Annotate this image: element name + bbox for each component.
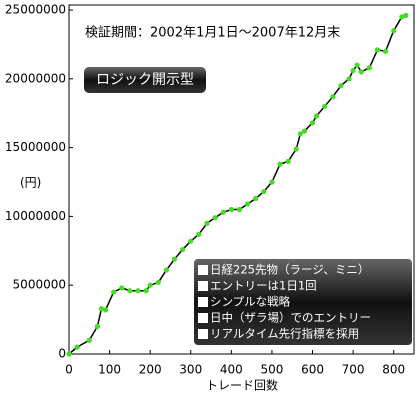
marker bbox=[143, 288, 149, 294]
marker bbox=[163, 267, 170, 273]
marker bbox=[74, 344, 80, 350]
bullet bbox=[198, 281, 208, 291]
marker bbox=[346, 76, 352, 82]
marker bbox=[330, 94, 336, 100]
x-tick-label: 700 bbox=[342, 363, 365, 377]
marker bbox=[269, 179, 275, 185]
marker bbox=[94, 323, 101, 330]
annotation: 日中（ザラ場）でのエントリー bbox=[210, 311, 371, 325]
y-tick-label: 5000000 bbox=[13, 278, 66, 292]
y-axis-label: (円) bbox=[20, 176, 41, 190]
marker bbox=[354, 62, 360, 68]
marker bbox=[309, 120, 316, 126]
marker bbox=[358, 69, 364, 75]
marker bbox=[399, 14, 405, 20]
x-tick-label: 100 bbox=[98, 363, 121, 377]
marker bbox=[155, 279, 161, 286]
marker bbox=[382, 48, 389, 54]
bullet bbox=[198, 265, 208, 275]
bullet bbox=[198, 313, 208, 323]
annotation: エントリーは1日1回 bbox=[210, 279, 317, 293]
marker bbox=[111, 289, 117, 295]
annotation-box: 日経225先物（ラージ、ミニ） エントリーは1日1回シンプルな戦略日中（ザラ場）で… bbox=[194, 259, 412, 345]
marker bbox=[403, 12, 409, 19]
badge-box bbox=[84, 67, 206, 93]
marker bbox=[293, 146, 299, 152]
marker bbox=[391, 28, 397, 34]
marker bbox=[127, 288, 133, 294]
x-tick-label: 400 bbox=[220, 363, 243, 377]
marker bbox=[212, 215, 218, 221]
y-tick-label: 20000000 bbox=[5, 71, 66, 85]
marker bbox=[188, 238, 194, 244]
marker bbox=[277, 161, 283, 167]
marker bbox=[236, 206, 243, 213]
bullet bbox=[198, 329, 208, 339]
x-axis-label: トレード回数 bbox=[206, 378, 278, 393]
marker bbox=[171, 256, 178, 262]
x-tick-label: 200 bbox=[139, 363, 162, 377]
marker bbox=[66, 351, 72, 357]
annotation: リアルタイム先行指標を採用 bbox=[210, 327, 359, 341]
annotation: 日経225先物（ラージ、ミニ） bbox=[210, 263, 369, 277]
x-tick-label: 300 bbox=[179, 363, 202, 377]
y-tick-label: 25000000 bbox=[5, 3, 66, 17]
marker bbox=[350, 67, 356, 74]
marker bbox=[204, 220, 210, 226]
annotation: シンプルな戦略 bbox=[210, 295, 291, 309]
marker bbox=[220, 209, 226, 215]
marker bbox=[301, 128, 308, 134]
marker bbox=[253, 195, 259, 202]
marker bbox=[228, 206, 234, 213]
annotation-bg bbox=[194, 259, 412, 345]
marker bbox=[147, 282, 153, 288]
y-tick-label: 10000000 bbox=[5, 209, 66, 223]
marker bbox=[338, 83, 344, 89]
marker bbox=[366, 65, 372, 71]
marker bbox=[119, 285, 125, 291]
plot-frame bbox=[68, 4, 415, 355]
chart-title: 検証期間：2002年1月1日～2007年12月末 bbox=[85, 26, 340, 41]
x-tick-label: 800 bbox=[382, 363, 405, 377]
marker bbox=[322, 103, 328, 109]
marker bbox=[244, 201, 251, 207]
marker bbox=[196, 231, 202, 237]
marker bbox=[374, 47, 381, 53]
x-tick-label: 600 bbox=[301, 363, 324, 377]
y-tick-label: 15000000 bbox=[5, 140, 66, 154]
marker bbox=[86, 337, 92, 343]
marker bbox=[102, 307, 109, 313]
marker bbox=[313, 113, 320, 119]
marker bbox=[297, 131, 303, 137]
marker bbox=[98, 305, 105, 312]
marker bbox=[135, 288, 141, 294]
y-tick-label: 0 bbox=[58, 347, 66, 361]
x-tick-label: 0 bbox=[65, 363, 73, 377]
marker bbox=[261, 189, 267, 195]
x-tick-label: 500 bbox=[260, 363, 283, 377]
marker bbox=[180, 246, 186, 253]
marker bbox=[285, 158, 291, 164]
bullet bbox=[198, 297, 208, 307]
badge: ロジック開示型 bbox=[96, 72, 194, 88]
